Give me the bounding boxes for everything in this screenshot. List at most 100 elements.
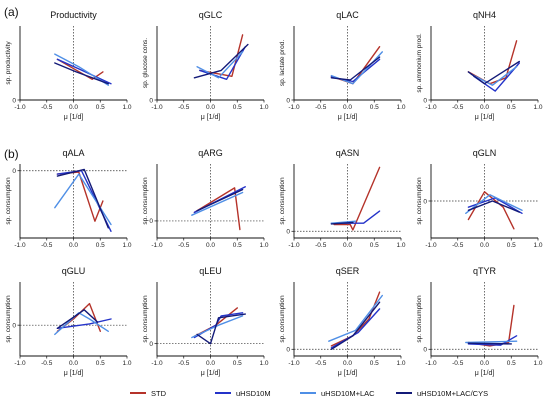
series-line-uHSD10M+LAC/CYS: [196, 188, 244, 212]
x-axis-label: μ [1/d]: [64, 370, 84, 377]
x-tick-label: 1.0: [122, 360, 131, 367]
x-tick-label: 0.5: [507, 360, 516, 367]
x-tick-label: -0.5: [41, 360, 53, 367]
y-tick-label: 0: [12, 97, 16, 104]
x-tick-label: 1.0: [122, 242, 131, 249]
series-line-uHSD10M+LAC: [54, 312, 110, 336]
series-line-STD: [56, 58, 104, 81]
series-line-uHSD10M+LAC: [54, 53, 110, 86]
y-axis-label: sp. consumption: [142, 177, 149, 225]
x-tick-label: 0.0: [69, 104, 78, 111]
y-tick-label: 0: [286, 347, 290, 354]
section-label-a: (a): [4, 5, 19, 19]
series-line-STD: [333, 166, 381, 231]
y-axis-label: sp. consumption: [5, 177, 12, 225]
x-axis-label: μ [1/d]: [64, 114, 84, 121]
series-line-uHSD10M+LAC/CYS: [56, 168, 110, 229]
series-line-uHSD10M+LAC: [330, 220, 357, 224]
y-tick-label: 0: [149, 341, 153, 348]
x-tick-label: 1.0: [122, 104, 131, 111]
series-line-uHSD10M+LAC: [328, 294, 383, 342]
x-tick-label: 1.0: [533, 360, 542, 367]
legend-label: uHSD10M+LAC: [321, 389, 375, 398]
x-tick-label: -0.5: [315, 242, 327, 249]
x-tick-label: 0.5: [370, 242, 379, 249]
x-tick-label: -1.0: [288, 360, 300, 367]
chart-panel-qNH4: qNH4 sp. ammonium prod. -1.0 -0.5 0.0 0.5 1.0 0…: [416, 10, 543, 121]
x-tick-label: -0.5: [178, 242, 190, 249]
chart-title: qTYR: [473, 266, 497, 276]
chart-panel-qGLN: qGLN sp. consumption -1.0 -0.5 0.0 0.5 1.0 0: [416, 148, 543, 249]
x-tick-label: 0.5: [370, 104, 379, 111]
x-tick-label: -1.0: [288, 242, 300, 249]
series-line-uHSD10M: [56, 58, 112, 85]
x-tick-label: 0.0: [480, 242, 489, 249]
series-line-uHSD10M+LAC/CYS: [193, 43, 249, 79]
y-tick-label: 0: [423, 198, 427, 205]
chart-panels: Productivity sp. productivity -1.0 -0.5 0.0 0…: [5, 10, 543, 377]
series-line-STD: [467, 304, 515, 347]
legend-entry: uHSD10M: [215, 389, 271, 398]
y-tick-label: 0: [149, 218, 153, 225]
x-axis-label: μ [1/d]: [338, 370, 358, 377]
y-axis-label: sp. consumption: [416, 295, 423, 343]
series-line-uHSD10M+LAC: [465, 340, 518, 344]
x-axis-label: μ [1/d]: [475, 114, 495, 121]
x-tick-label: 1.0: [533, 242, 542, 249]
y-axis-label: sp. consumption: [279, 177, 286, 225]
x-tick-label: -1.0: [14, 104, 26, 111]
x-tick-label: -1.0: [425, 242, 437, 249]
chart-panel-qSER: qSER sp. consumption -1.0 -0.5 0.0 0.5 1.0 0 μ […: [279, 266, 406, 377]
chart-panel-qARG: qARG sp. consumption -1.0 -0.5 0.0 0.5 1.0 0: [142, 148, 269, 249]
section-label-b: (b): [4, 147, 19, 161]
chart-panel-qALA: qALA sp. consumption -1.0 -0.5 0.0 0.5 1.0 0: [5, 148, 132, 249]
chart-title: qLEU: [199, 266, 222, 276]
x-tick-label: 0.0: [206, 242, 215, 249]
x-tick-label: -0.5: [41, 242, 53, 249]
x-tick-label: 0.5: [233, 104, 242, 111]
x-tick-label: -1.0: [425, 360, 437, 367]
y-axis-label: sp. consumption: [416, 177, 423, 225]
x-tick-label: 0.0: [206, 104, 215, 111]
y-tick-label: 0: [286, 97, 290, 104]
x-tick-label: -1.0: [288, 104, 300, 111]
series-line-uHSD10M+LAC/CYS: [467, 200, 520, 213]
x-axis-label: μ [1/d]: [201, 370, 221, 377]
y-axis-label: sp. lactate prod.: [279, 40, 286, 86]
x-tick-label: 0.0: [343, 104, 352, 111]
y-axis-label: sp. consumption: [5, 295, 12, 343]
x-tick-label: 1.0: [396, 104, 405, 111]
y-tick-label: 0: [423, 97, 427, 104]
x-tick-label: 0.0: [480, 360, 489, 367]
series-line-uHSD10M+LAC/CYS: [467, 342, 512, 345]
x-tick-label: 1.0: [533, 104, 542, 111]
legend-entry: STD: [130, 389, 167, 398]
x-tick-label: -0.5: [178, 360, 190, 367]
x-tick-label: -0.5: [315, 104, 327, 111]
y-axis-label: sp. consumption: [142, 295, 149, 343]
x-axis-label: μ [1/d]: [475, 370, 495, 377]
y-axis-label: sp. consumption: [279, 295, 286, 343]
chart-title: qNH4: [473, 10, 496, 20]
y-tick-label: 0: [149, 97, 153, 104]
series-line-uHSD10M+LAC: [191, 191, 244, 216]
series-line-uHSD10M+LAC: [54, 173, 112, 226]
x-tick-label: 1.0: [396, 242, 405, 249]
legend: STD uHSD10M uHSD10M+LAC uHSD10M+LAC/CYS: [130, 389, 488, 398]
chart-panel-Productivity: Productivity sp. productivity -1.0 -0.5 0.0 0…: [5, 10, 132, 121]
legend-entry: uHSD10M+LAC/CYS: [396, 389, 488, 398]
chart-panel-qASN: qASN sp. consumption -1.0 -0.5 0.0 0.5 1.0 0: [279, 148, 406, 249]
series-line-uHSD10M+LAC/CYS: [330, 221, 354, 225]
x-tick-label: 0.5: [233, 360, 242, 367]
x-tick-label: -1.0: [425, 104, 437, 111]
series-line-STD: [193, 187, 241, 231]
chart-panel-qGLC: qGLC sp. glucose cons. -1.0 -0.5 0.0 0.5 1.0 0 μ…: [142, 10, 269, 121]
x-tick-label: 0.5: [96, 360, 105, 367]
legend-label: uHSD10M: [236, 389, 271, 398]
y-tick-label: 0: [286, 229, 290, 236]
chart-title: qASN: [336, 148, 360, 158]
x-tick-label: 0.0: [480, 104, 489, 111]
x-tick-label: 0.5: [507, 104, 516, 111]
chart-title: qLAC: [336, 10, 359, 20]
